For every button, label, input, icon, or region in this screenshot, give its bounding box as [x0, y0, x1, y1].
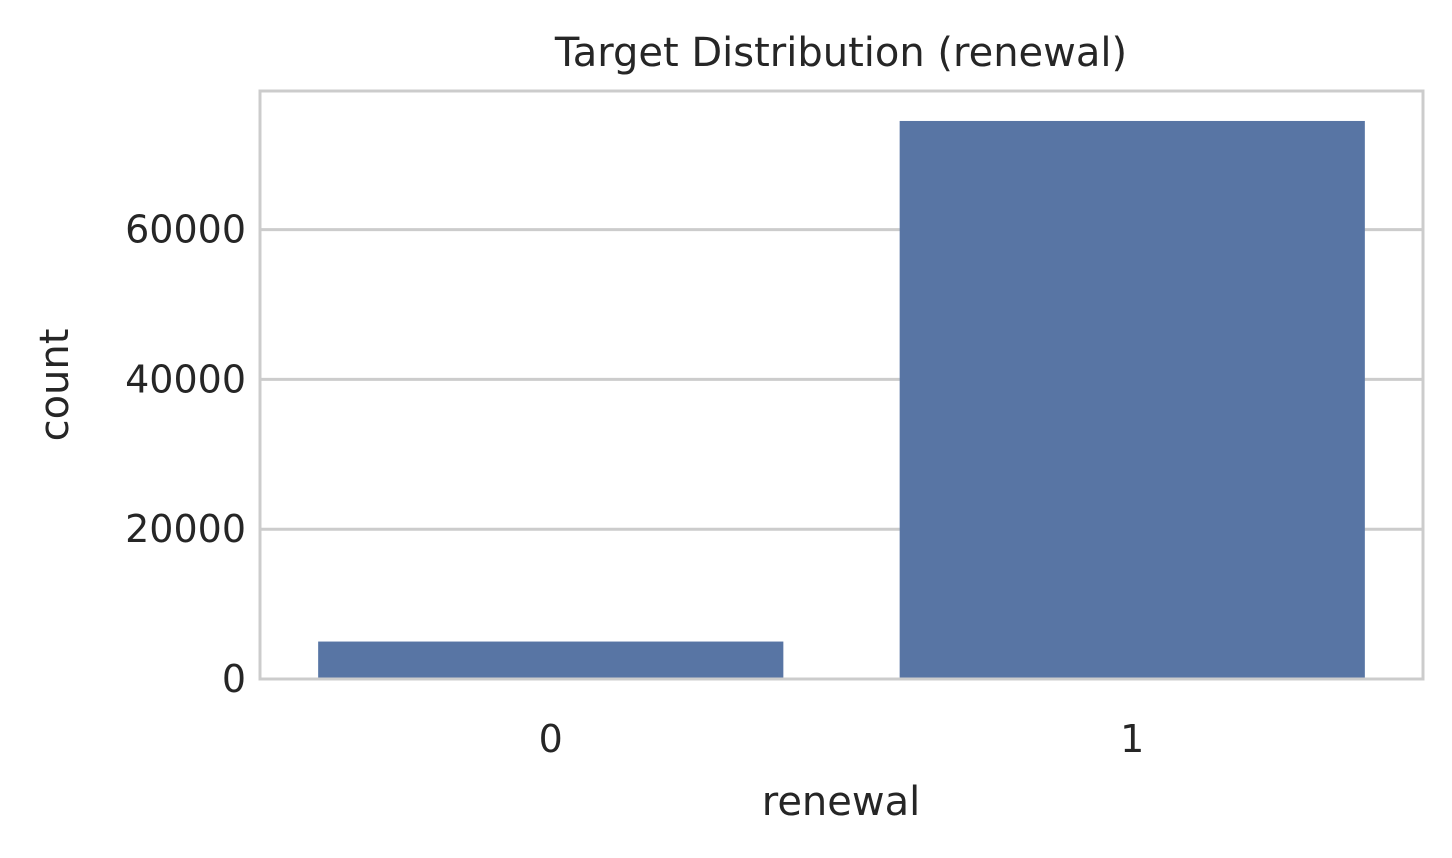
x-axis-label: renewal — [762, 779, 920, 825]
y-tick-label: 0 — [222, 657, 246, 701]
y-tick-label: 60000 — [125, 208, 246, 252]
y-tick-label: 20000 — [125, 507, 246, 551]
y-tick-label: 40000 — [125, 357, 246, 401]
y-axis-label: count — [32, 329, 78, 442]
bar-0 — [318, 641, 784, 679]
bars — [318, 120, 1365, 679]
plot-frame — [258, 89, 1425, 681]
x-tick-label: 0 — [539, 717, 563, 761]
x-tick-label: 1 — [1120, 717, 1144, 761]
y-tick-labels: 0 20000 40000 60000 — [125, 208, 246, 701]
chart-title: Target Distribution (renewal) — [554, 30, 1127, 76]
bar-1 — [899, 120, 1365, 679]
